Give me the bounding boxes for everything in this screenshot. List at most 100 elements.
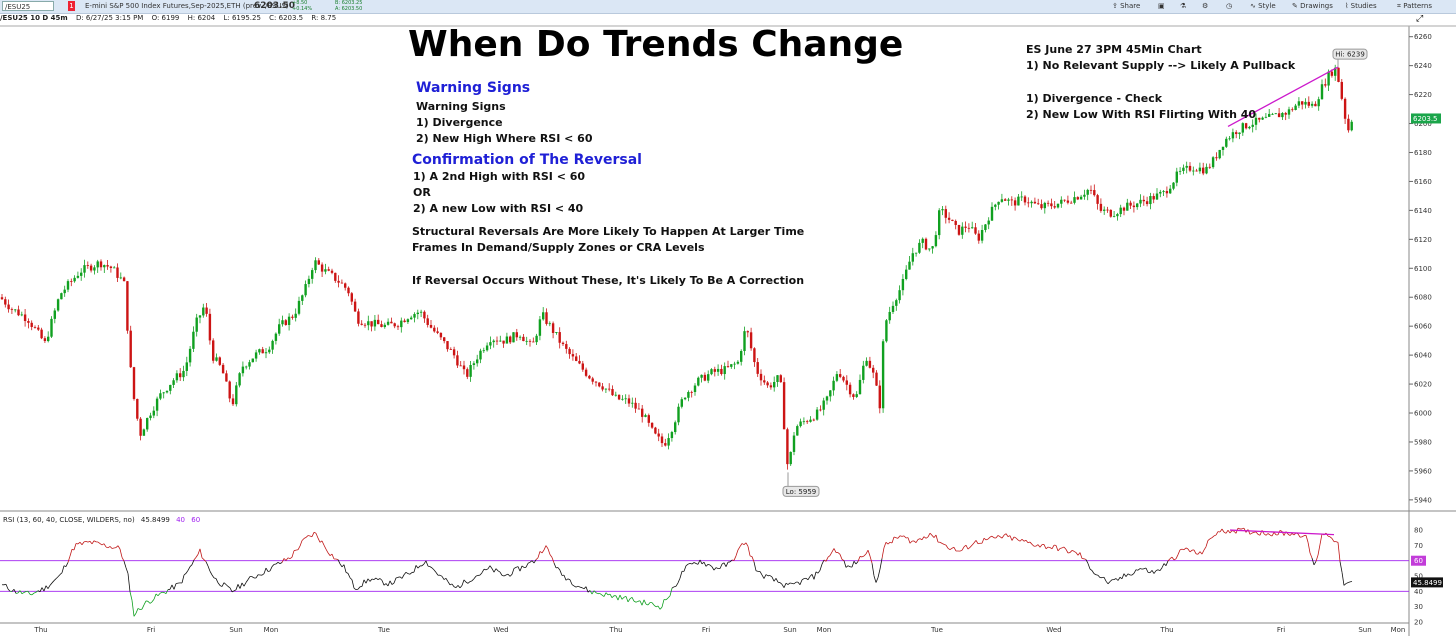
candle-down bbox=[558, 332, 561, 343]
drawings-button[interactable]: ✎ Drawings bbox=[1292, 1, 1333, 12]
candle-down bbox=[1145, 201, 1149, 205]
candle-down bbox=[657, 433, 660, 437]
rsi-segment bbox=[1319, 533, 1323, 545]
rsi-segment bbox=[1199, 551, 1203, 555]
bar-open: O: 6199 bbox=[151, 14, 180, 22]
rsi-segment bbox=[753, 561, 757, 571]
rsi-segment bbox=[749, 555, 753, 557]
rsi-segment bbox=[1339, 561, 1343, 573]
rsi-segment bbox=[185, 570, 189, 574]
clock-icon[interactable]: ◷ bbox=[1226, 2, 1233, 10]
candle-down bbox=[327, 269, 330, 271]
rsi-segment bbox=[3, 583, 7, 586]
lo-tag-label: Lo: 5959 bbox=[786, 488, 816, 496]
rsi-segment bbox=[1017, 539, 1021, 542]
candle-down bbox=[947, 217, 951, 220]
candle-down bbox=[106, 265, 109, 267]
flask-icon[interactable]: ⚗ bbox=[1180, 2, 1187, 10]
rsi-segment bbox=[473, 575, 477, 579]
rsi-segment bbox=[747, 546, 751, 556]
style-button[interactable]: ∿ Style bbox=[1250, 1, 1276, 12]
rsi-segment bbox=[441, 576, 445, 580]
rsi-segment bbox=[685, 563, 689, 567]
candle-up bbox=[938, 210, 941, 236]
rsi-segment bbox=[631, 597, 635, 602]
rsi-segment bbox=[133, 613, 137, 617]
candle-down bbox=[753, 348, 756, 363]
candle-down bbox=[951, 219, 954, 221]
candle-up bbox=[1274, 113, 1277, 115]
rsi-segment bbox=[893, 536, 897, 539]
candle-up bbox=[542, 312, 545, 320]
time-tick-label: Mon bbox=[817, 626, 832, 634]
share-button[interactable]: ⇪ Share bbox=[1112, 1, 1140, 12]
candle-down bbox=[565, 344, 568, 349]
rsi-segment bbox=[1219, 528, 1223, 533]
candle-up bbox=[888, 311, 891, 321]
rsi-segment bbox=[51, 580, 55, 584]
gear-icon[interactable]: ⚙ bbox=[1202, 2, 1209, 10]
rsi-segment bbox=[1179, 548, 1183, 551]
rsi-segment bbox=[49, 582, 53, 586]
rsi-segment bbox=[263, 567, 267, 574]
candle-down bbox=[954, 220, 957, 225]
candle-up bbox=[825, 396, 829, 401]
share-label: Share bbox=[1120, 2, 1141, 10]
candle-up bbox=[674, 422, 677, 433]
candle-down bbox=[637, 408, 641, 410]
candle-down bbox=[126, 281, 129, 331]
candle-up bbox=[1350, 121, 1353, 131]
rsi-segment bbox=[203, 559, 207, 562]
price-tick-label: 6000 bbox=[1414, 410, 1432, 418]
candle-up bbox=[149, 415, 152, 419]
rsi-segment bbox=[427, 565, 431, 568]
rsi-segment bbox=[235, 584, 239, 590]
candle-up bbox=[921, 238, 924, 243]
candle-down bbox=[581, 363, 584, 370]
rsi-segment bbox=[237, 584, 241, 589]
candle-down bbox=[357, 311, 360, 324]
price-tick-label: 5960 bbox=[1414, 467, 1432, 475]
candle-up bbox=[773, 381, 776, 388]
rsi-segment bbox=[643, 599, 647, 605]
screenshot-icon[interactable]: ▣ bbox=[1158, 2, 1165, 10]
rsi-segment bbox=[759, 571, 763, 576]
rsi-segment bbox=[41, 587, 45, 592]
chart-overlays: Hi: 6239 Lo: 5959 6203.5 bbox=[782, 48, 1441, 497]
candle-down bbox=[179, 373, 182, 378]
rsi-segment bbox=[1255, 531, 1259, 535]
rsi-segment bbox=[13, 589, 17, 594]
rsi-segment bbox=[457, 585, 461, 589]
rsi-segment bbox=[559, 570, 563, 576]
candle-down bbox=[320, 264, 324, 272]
candle-up bbox=[911, 253, 914, 262]
candle-down bbox=[749, 332, 753, 349]
rsi-segment bbox=[1233, 530, 1237, 534]
rsi-segment bbox=[953, 547, 957, 552]
price-tick-label: 6020 bbox=[1414, 381, 1432, 389]
rsi-segment bbox=[913, 540, 917, 543]
symbol-input[interactable]: /ESU25 bbox=[2, 1, 54, 11]
patterns-button[interactable]: ⌗ Patterns bbox=[1397, 1, 1432, 12]
rsi-segment bbox=[231, 590, 235, 593]
rsi-segment bbox=[1001, 535, 1005, 539]
alert-badge[interactable]: 1 bbox=[68, 1, 75, 11]
rsi-segment bbox=[1083, 558, 1087, 560]
rsi-segment bbox=[969, 544, 973, 548]
rsi-segment bbox=[371, 578, 375, 580]
expand-icon[interactable]: ⤢ bbox=[1416, 14, 1424, 24]
rsi-segment bbox=[1185, 547, 1189, 550]
studies-button[interactable]: ⌇ Studies bbox=[1345, 1, 1377, 12]
rsi-study-label[interactable]: RSI (13, 60, 40, CLOSE, WILDERS, no) 45.… bbox=[3, 516, 200, 524]
rsi-segment bbox=[1311, 557, 1315, 566]
candle-up bbox=[1159, 191, 1162, 194]
rsi-segment bbox=[755, 570, 759, 572]
candle-up bbox=[918, 242, 921, 253]
rsi-segment bbox=[417, 565, 421, 569]
rsi-segment bbox=[539, 551, 543, 554]
current-price-label: 6203.5 bbox=[1413, 115, 1438, 123]
rsi-segment bbox=[845, 565, 849, 568]
bid-price: B: 6203.25 bbox=[335, 0, 363, 6]
candle-up bbox=[865, 360, 868, 366]
